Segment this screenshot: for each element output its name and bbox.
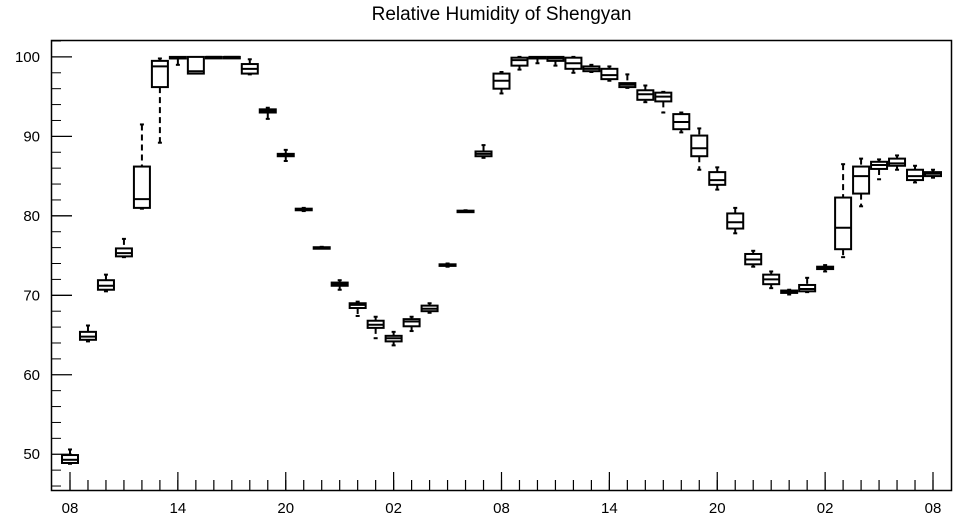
box-hour-5 xyxy=(150,57,169,144)
y-tick-label: 90 xyxy=(23,128,40,145)
box-hour-30 xyxy=(600,65,619,82)
x-tick-label: 20 xyxy=(709,500,726,517)
box-hour-47 xyxy=(906,164,925,184)
box-hour-8 xyxy=(204,55,223,60)
box-iqr xyxy=(726,212,745,230)
box-hour-27 xyxy=(546,55,565,67)
box-hour-7 xyxy=(186,55,205,75)
box-hour-15 xyxy=(330,279,349,291)
box-hour-44 xyxy=(852,157,871,208)
box-iqr xyxy=(690,134,709,158)
x-tick-label: 14 xyxy=(170,500,187,517)
box-hour-17 xyxy=(366,315,385,340)
box-hour-10 xyxy=(240,58,259,76)
y-minor-ticks xyxy=(52,40,61,487)
box-hour-20 xyxy=(420,302,439,314)
chart-title: Relative Humidity of Shengyan xyxy=(371,4,632,25)
box-hour-9 xyxy=(222,55,241,60)
box-hour-29 xyxy=(582,63,601,73)
box-hour-45 xyxy=(870,158,889,181)
box-hour-36 xyxy=(708,166,727,191)
box-hour-0 xyxy=(61,448,79,465)
box-hour-11 xyxy=(258,106,277,120)
y-tick-label: 70 xyxy=(23,287,40,304)
box-hour-40 xyxy=(780,288,799,296)
box-hour-46 xyxy=(888,154,907,171)
box-hour-13 xyxy=(294,206,313,213)
x-tick-label: 08 xyxy=(493,500,510,517)
box-hour-3 xyxy=(114,237,133,259)
box-hour-2 xyxy=(96,273,115,293)
box-iqr xyxy=(150,59,169,89)
box-hour-39 xyxy=(762,270,781,290)
x-ticks: 08 14 20 02 08 14 20 02 08 xyxy=(62,472,942,517)
box-hour-43 xyxy=(834,163,853,259)
x-tick-label: 20 xyxy=(277,500,294,517)
box-iqr xyxy=(402,318,421,328)
x-tick-label: 02 xyxy=(385,500,402,517)
y-tick-label: 50 xyxy=(23,446,40,463)
box-hour-24 xyxy=(492,70,511,95)
box-hour-19 xyxy=(402,315,421,333)
y-tick-label: 60 xyxy=(23,367,40,384)
box-hour-4 xyxy=(132,123,151,210)
box-iqr xyxy=(888,157,907,167)
box-hour-25 xyxy=(510,55,529,71)
box-hour-12 xyxy=(276,148,295,162)
box-hour-16 xyxy=(348,300,367,317)
box-hour-23 xyxy=(474,144,493,159)
box-hour-14 xyxy=(312,245,331,250)
y-tick-label: 80 xyxy=(23,208,40,225)
box-iqr xyxy=(186,55,205,75)
box-hour-21 xyxy=(438,262,457,268)
y-major-ticks: 50 60 70 80 90 100 xyxy=(15,49,72,463)
box-hour-22 xyxy=(456,209,475,214)
x-tick-label: 14 xyxy=(601,500,618,517)
box-hour-35 xyxy=(690,127,709,171)
box-iqr xyxy=(852,165,871,195)
box-hour-1 xyxy=(78,324,97,343)
x-tick-label: 02 xyxy=(817,500,834,517)
box-hour-6 xyxy=(168,55,187,66)
box-hour-42 xyxy=(816,264,835,273)
box-hour-37 xyxy=(726,206,745,235)
box-iqr xyxy=(906,168,925,182)
box-iqr xyxy=(600,67,619,81)
box-iqr xyxy=(510,56,529,67)
x-tick-label: 08 xyxy=(925,500,942,517)
box-hour-48 xyxy=(924,168,942,179)
box-hour-34 xyxy=(672,111,691,134)
plot-frame xyxy=(50,39,953,492)
box-hour-32 xyxy=(636,84,655,104)
box-hour-28 xyxy=(564,55,583,74)
box-iqr xyxy=(132,165,151,209)
box-hour-18 xyxy=(384,330,403,347)
box-hour-26 xyxy=(528,55,547,65)
x-tick-label: 08 xyxy=(62,500,79,517)
box-hour-33 xyxy=(654,90,673,114)
box-hour-31 xyxy=(618,73,637,89)
box-iqr xyxy=(708,171,727,186)
y-tick-label: 100 xyxy=(15,49,40,66)
box-hour-41 xyxy=(798,276,817,294)
box-hour-38 xyxy=(744,249,763,268)
boxes-layer xyxy=(61,55,942,465)
box-iqr xyxy=(834,196,853,251)
